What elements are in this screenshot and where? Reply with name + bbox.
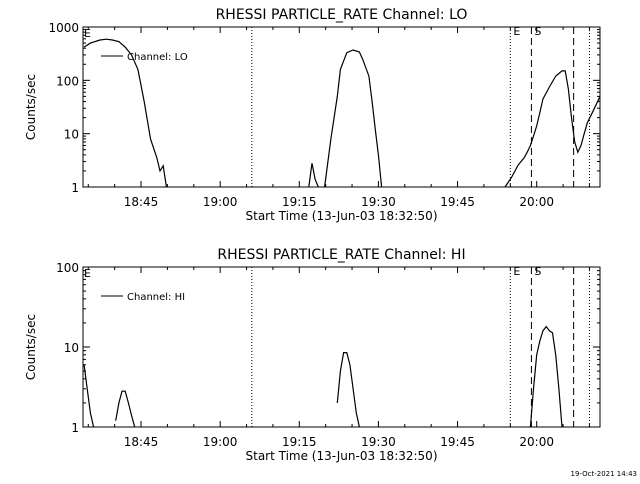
series-line-segment (529, 325, 563, 428)
y-tick-label: 1 (71, 181, 79, 195)
y-tick-label: 100 (56, 261, 79, 275)
x-tick-label: 19:00 (203, 195, 238, 209)
y-tick-label: 10 (64, 128, 79, 142)
panel-hi: RHESSI PARTICLE_RATE Channel: HI 18:45 19:… (24, 247, 601, 463)
series-line-segment (308, 163, 319, 188)
x-tick-label: 19:15 (282, 435, 317, 449)
x-tick-label: 19:30 (361, 195, 396, 209)
series-line-segment (83, 38, 167, 188)
flag-label: S (534, 265, 541, 278)
x-tick-label: 19:45 (440, 195, 475, 209)
flag-label: S (534, 25, 541, 38)
series-line-segment (336, 352, 360, 428)
x-tick-label: 18:45 (124, 195, 159, 209)
series-line-segment (115, 390, 136, 428)
flag-label: E (513, 265, 520, 278)
y-tick-label: 1000 (48, 21, 79, 35)
plot-frame (82, 266, 601, 428)
series-line-segment (504, 70, 601, 188)
chart-title: RHESSI PARTICLE_RATE Channel: HI (217, 247, 465, 263)
y-axis-label: Counts/sec (24, 314, 38, 380)
x-tick-label: 20:00 (519, 435, 554, 449)
x-axis-label: Start Time (13-Jun-03 18:32:50) (246, 449, 438, 463)
panel-lo: RHESSI PARTICLE_RATE Channel: LO 18:45 19:… (24, 7, 601, 223)
x-tick-label: 19:15 (282, 195, 317, 209)
flag-label: E (84, 267, 91, 280)
flag-label: E (84, 27, 91, 40)
x-tick-label: 20:00 (519, 195, 554, 209)
y-tick-label: 10 (64, 341, 79, 355)
y-tick-label: 1 (71, 421, 79, 435)
x-axis-label: Start Time (13-Jun-03 18:32:50) (246, 209, 438, 223)
y-tick-label: 100 (56, 74, 79, 88)
series-line-segment (324, 49, 383, 188)
legend-label: Channel: HI (127, 292, 185, 303)
legend-label: Channel: LO (127, 52, 188, 63)
x-tick-label: 19:45 (440, 435, 475, 449)
plot-frame (82, 26, 601, 188)
x-tick-label: 18:45 (124, 435, 159, 449)
series-line-segment (83, 364, 95, 428)
y-axis-label: Counts/sec (24, 74, 38, 140)
x-tick-label: 19:30 (361, 435, 396, 449)
timestamp: 19-Oct-2021 14:43 (571, 470, 637, 478)
chart-title: RHESSI PARTICLE_RATE Channel: LO (216, 7, 468, 23)
flag-label: E (513, 25, 520, 38)
x-tick-label: 19:00 (203, 435, 238, 449)
